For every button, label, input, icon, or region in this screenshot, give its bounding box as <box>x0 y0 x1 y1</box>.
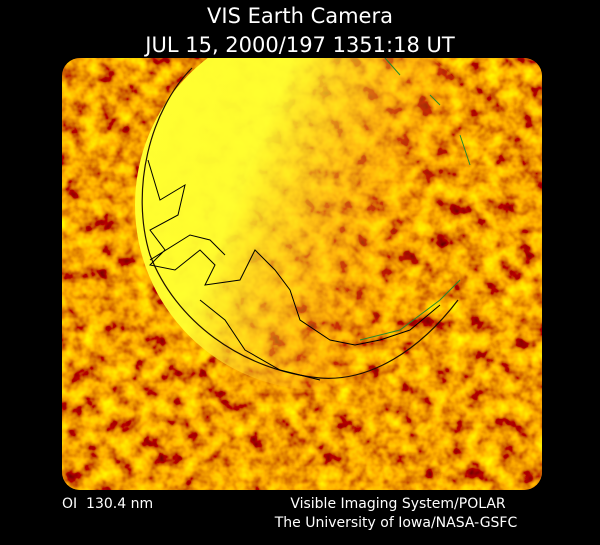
satellite-image <box>62 58 542 490</box>
coastline <box>147 159 441 381</box>
timestamp: JUL 15, 2000/197 1351:18 UT <box>143 33 455 57</box>
earth-limb <box>141 67 459 379</box>
title: VIS Earth Camera <box>207 4 393 28</box>
coastline-green <box>359 58 471 341</box>
wavelength: OI 130.4 nm <box>62 496 153 512</box>
institution: The University of Iowa/NASA-GSFC <box>274 515 518 531</box>
instrument: Visible Imaging System/POLAR <box>290 496 506 512</box>
earth-disk <box>135 58 505 390</box>
